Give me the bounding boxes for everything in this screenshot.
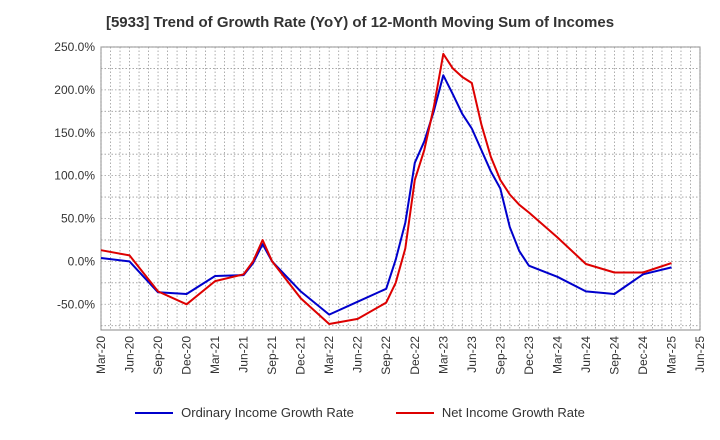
x-tick-label: Mar-22 (322, 336, 336, 374)
x-tick-label: Dec-23 (522, 336, 536, 375)
axis-layer: 250.0% 200.0% 150.0% 100.0% 50.0% 0.0% -50.0% M… (54, 40, 707, 375)
x-tick-label: Mar-24 (550, 336, 564, 374)
series-layer (100, 52, 672, 325)
x-tick-label: Mar-23 (436, 336, 450, 374)
x-tick-label: Sep-22 (379, 336, 393, 375)
plot-area (100, 46, 701, 331)
y-tick-label: 250.0% (54, 40, 95, 54)
x-tick-label: Dec-20 (180, 336, 194, 375)
grid-layer (100, 46, 701, 331)
legend-label-net-income: Net Income Growth Rate (441, 405, 585, 420)
x-tick-label: Mar-20 (94, 336, 108, 374)
y-tick-label: 150.0% (54, 126, 95, 140)
y-tick-label: 50.0% (61, 212, 95, 226)
x-tick-label: Jun-25 (693, 336, 707, 373)
x-tick-label: Sep-24 (607, 336, 621, 375)
y-tick-label: 0.0% (68, 254, 96, 268)
y-tick-label: 200.0% (54, 83, 95, 97)
y-tick-label: 100.0% (54, 169, 95, 183)
legend-swatch-net-income (395, 411, 434, 414)
x-tick-label: Jun-21 (237, 336, 251, 373)
x-tick-label: Jun-23 (465, 336, 479, 373)
series-line-net-income (100, 52, 672, 325)
x-tick-label: Jun-20 (123, 336, 137, 373)
legend-swatch-ordinary-income (135, 411, 174, 414)
legend-label-ordinary-income: Ordinary Income Growth Rate (181, 405, 354, 420)
x-tick-label: Jun-22 (351, 336, 365, 373)
x-tick-label: Jun-24 (579, 336, 593, 373)
x-tick-label: Dec-22 (408, 336, 422, 375)
y-tick-label: -50.0% (57, 297, 95, 311)
x-tick-label: Sep-23 (493, 336, 507, 375)
x-tick-label: Mar-21 (208, 336, 222, 374)
x-tick-label: Dec-21 (294, 336, 308, 375)
legend: Ordinary Income Growth Rate Net Income G… (0, 405, 720, 420)
legend-item-ordinary-income: Ordinary Income Growth Rate (135, 405, 354, 420)
x-tick-label: Sep-21 (265, 336, 279, 375)
chart-title: [5933] Trend of Growth Rate (YoY) of 12-… (105, 14, 615, 31)
x-tick-label: Sep-20 (151, 336, 165, 375)
x-tick-label: Mar-25 (664, 336, 678, 374)
x-tick-label: Dec-24 (636, 336, 650, 375)
legend-item-net-income: Net Income Growth Rate (395, 405, 585, 420)
